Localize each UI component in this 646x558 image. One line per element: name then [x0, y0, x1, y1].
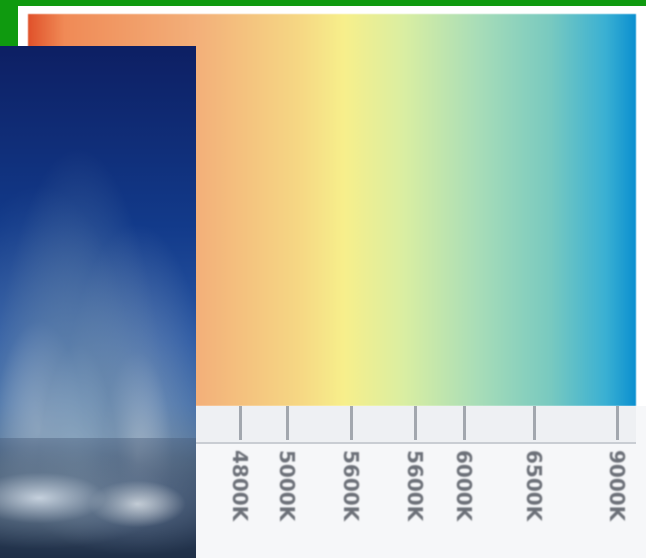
tick-label: 5600K — [339, 450, 363, 522]
tick-label: 6500K — [522, 450, 546, 522]
tick-mark — [286, 406, 289, 440]
tick-label: 6000K — [452, 450, 476, 522]
tick-label: 5600K — [403, 450, 427, 522]
sky-landscape-image — [0, 46, 196, 558]
tick-mark — [239, 406, 242, 440]
rocks-foreground — [0, 438, 196, 558]
tick-mark — [616, 406, 619, 440]
tick-label: 9000K — [605, 450, 629, 522]
tick-mark — [350, 406, 353, 440]
tick-label: 4800K — [228, 450, 252, 522]
tick-mark — [533, 406, 536, 440]
tick-label: 5000K — [275, 450, 299, 522]
tick-mark — [414, 406, 417, 440]
tick-mark — [463, 406, 466, 440]
